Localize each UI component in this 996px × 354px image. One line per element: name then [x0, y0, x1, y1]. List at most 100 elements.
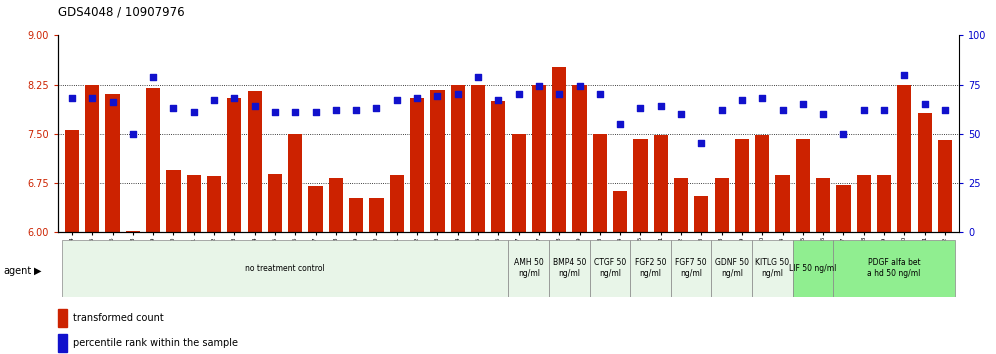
Bar: [573, 85, 587, 232]
Bar: [938, 140, 952, 232]
FancyBboxPatch shape: [630, 240, 671, 297]
Bar: [146, 88, 160, 232]
Bar: [288, 133, 303, 232]
Bar: [309, 186, 323, 232]
FancyBboxPatch shape: [549, 240, 590, 297]
Point: [308, 109, 324, 115]
Bar: [248, 91, 262, 232]
Bar: [166, 170, 180, 232]
Point: [673, 111, 689, 117]
Point: [511, 92, 527, 97]
Text: LIF 50 ng/ml: LIF 50 ng/ml: [789, 264, 837, 273]
Bar: [268, 174, 282, 232]
Bar: [207, 176, 221, 232]
Bar: [410, 98, 424, 232]
Point: [165, 105, 181, 111]
Bar: [532, 85, 546, 232]
Point: [490, 97, 506, 103]
Text: AMH 50
ng/ml: AMH 50 ng/ml: [514, 258, 544, 278]
Point: [105, 99, 121, 105]
Point: [795, 101, 811, 107]
Bar: [593, 133, 607, 232]
Bar: [86, 85, 100, 232]
Text: GDNF 50
ng/ml: GDNF 50 ng/ml: [715, 258, 749, 278]
Point: [328, 107, 344, 113]
Text: KITLG 50
ng/ml: KITLG 50 ng/ml: [755, 258, 790, 278]
Point: [226, 96, 242, 101]
Point: [734, 97, 750, 103]
Point: [470, 74, 486, 80]
Bar: [917, 113, 931, 232]
Bar: [674, 178, 688, 232]
Point: [349, 107, 365, 113]
Bar: [491, 101, 505, 232]
Point: [145, 74, 161, 80]
Point: [937, 107, 953, 113]
Point: [85, 96, 101, 101]
FancyBboxPatch shape: [62, 240, 508, 297]
Point: [429, 93, 445, 99]
Bar: [776, 175, 790, 232]
Point: [531, 84, 547, 89]
Point: [267, 109, 283, 115]
Point: [247, 103, 263, 109]
Text: BMP4 50
ng/ml: BMP4 50 ng/ml: [553, 258, 586, 278]
Point: [815, 111, 831, 117]
Text: transformed count: transformed count: [73, 313, 163, 323]
Point: [409, 96, 425, 101]
Point: [896, 72, 912, 78]
Bar: [816, 177, 831, 232]
FancyBboxPatch shape: [590, 240, 630, 297]
Point: [836, 131, 852, 136]
Point: [64, 96, 80, 101]
Point: [206, 97, 222, 103]
Text: no treatment control: no treatment control: [245, 264, 325, 273]
Text: CTGF 50
ng/ml: CTGF 50 ng/ml: [594, 258, 626, 278]
FancyBboxPatch shape: [508, 240, 549, 297]
Bar: [694, 196, 708, 232]
Bar: [329, 177, 343, 232]
Bar: [125, 230, 140, 232]
Bar: [796, 139, 810, 232]
Bar: [58, 334, 67, 352]
Bar: [512, 133, 526, 232]
Point: [572, 84, 588, 89]
Point: [551, 92, 567, 97]
Bar: [430, 90, 444, 232]
Bar: [876, 175, 891, 232]
Point: [754, 96, 770, 101]
Bar: [613, 191, 627, 232]
Bar: [227, 98, 241, 232]
Point: [632, 105, 648, 111]
Bar: [755, 135, 769, 232]
Text: PDGF alfa bet
a hd 50 ng/ml: PDGF alfa bet a hd 50 ng/ml: [868, 258, 921, 278]
Text: ▶: ▶: [34, 266, 42, 276]
FancyBboxPatch shape: [834, 240, 955, 297]
Point: [652, 103, 668, 109]
Bar: [735, 139, 749, 232]
Point: [876, 107, 892, 113]
Text: GDS4048 / 10907976: GDS4048 / 10907976: [58, 5, 184, 18]
Text: percentile rank within the sample: percentile rank within the sample: [73, 338, 238, 348]
Bar: [450, 85, 465, 232]
FancyBboxPatch shape: [793, 240, 834, 297]
Bar: [857, 175, 871, 232]
Bar: [897, 85, 911, 232]
Point: [388, 97, 404, 103]
Point: [450, 92, 466, 97]
Bar: [389, 175, 404, 232]
Bar: [65, 130, 79, 232]
Bar: [370, 198, 383, 232]
Point: [287, 109, 303, 115]
Text: FGF2 50
ng/ml: FGF2 50 ng/ml: [634, 258, 666, 278]
FancyBboxPatch shape: [711, 240, 752, 297]
Point: [186, 109, 202, 115]
Point: [693, 141, 709, 146]
Bar: [837, 185, 851, 232]
Bar: [714, 178, 729, 232]
Text: FGF7 50
ng/ml: FGF7 50 ng/ml: [675, 258, 707, 278]
FancyBboxPatch shape: [752, 240, 793, 297]
Point: [592, 92, 608, 97]
FancyBboxPatch shape: [671, 240, 711, 297]
Bar: [471, 85, 485, 232]
